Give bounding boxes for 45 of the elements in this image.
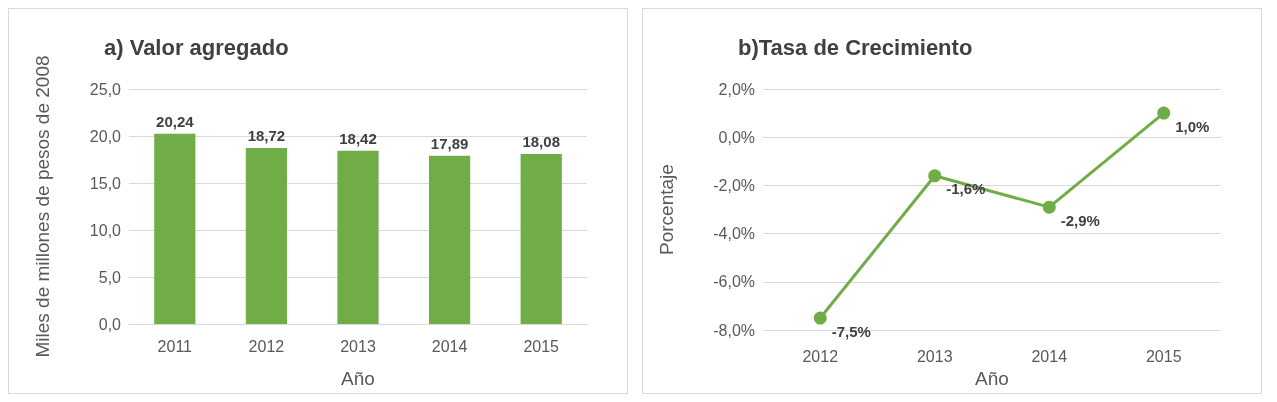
y-axis-title: Porcentaje: [655, 164, 677, 255]
y-tick-label: 20,0: [89, 127, 122, 145]
data-label: -1,6%: [946, 180, 986, 198]
data-label: -7,5%: [831, 322, 871, 340]
data-label: 18,08: [522, 133, 560, 151]
x-tick-label: 2014: [431, 337, 468, 355]
point: [928, 169, 942, 183]
y-tick-label: 2,0%: [718, 80, 755, 98]
x-tick-label: 2013: [916, 347, 953, 365]
y-tick-label: -4,0%: [713, 225, 755, 243]
x-tick-label: 2015: [523, 337, 560, 355]
y-tick-label: -8,0%: [713, 321, 755, 339]
data-label: 18,72: [247, 127, 286, 145]
point: [1042, 200, 1056, 214]
bar: [154, 133, 196, 324]
x-tick-label: 2012: [248, 337, 285, 355]
x-axis-title: Año: [975, 368, 1009, 389]
y-tick-label: 15,0: [89, 174, 122, 192]
x-tick-label: 2011: [157, 337, 193, 355]
x-tick-label: 2012: [802, 347, 839, 365]
point: [1157, 106, 1171, 120]
bar: [245, 148, 288, 324]
y-tick-label: 0,0: [98, 315, 122, 333]
data-label: 18,42: [339, 129, 377, 147]
y-tick-label: -6,0%: [713, 273, 755, 291]
x-tick-label: 2013: [340, 337, 376, 355]
data-label: 20,24: [156, 112, 195, 130]
y-tick-label: 10,0: [89, 221, 122, 239]
data-label: 17,89: [430, 134, 469, 152]
x-tick-label: 2014: [1031, 347, 1068, 365]
x-axis-title: Año: [341, 368, 375, 389]
y-tick-label: 5,0: [98, 268, 122, 286]
point: [813, 311, 827, 325]
y-axis-title: Miles de millones de pesos de 2008: [31, 55, 53, 358]
bar: [337, 150, 379, 324]
data-label: 1,0%: [1175, 117, 1210, 135]
y-tick-label: 25,0: [89, 80, 122, 98]
chart-title: a) Valor agregado: [104, 34, 289, 60]
x-tick-label: 2015: [1145, 347, 1182, 365]
bar: [520, 154, 562, 324]
data-label: -2,9%: [1060, 211, 1100, 229]
bar: [428, 155, 471, 324]
y-tick-label: 0,0%: [718, 128, 755, 146]
y-tick-label: -2,0%: [713, 176, 755, 194]
chart-title: b)Tasa de Crecimiento: [738, 34, 973, 60]
